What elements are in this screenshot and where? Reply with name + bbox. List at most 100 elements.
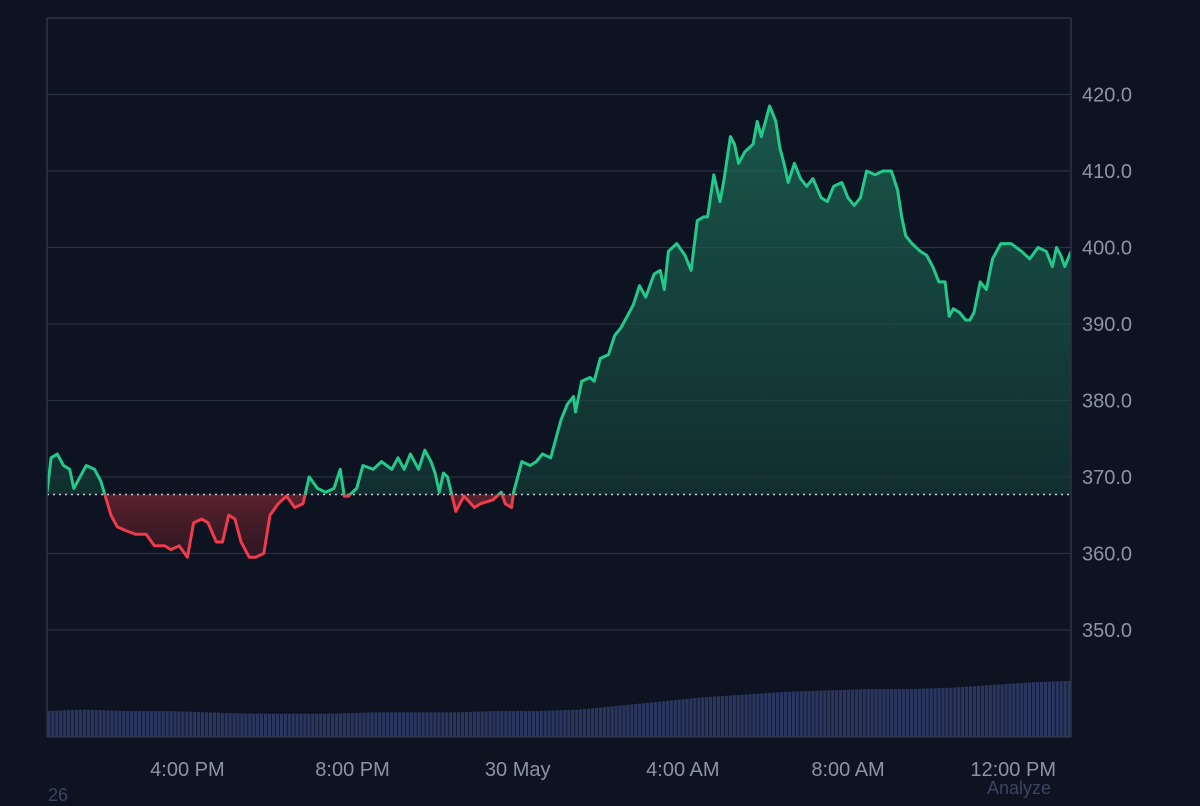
volume-bar <box>693 698 697 737</box>
analyze-link[interactable]: Analyze <box>987 778 1052 798</box>
volume-bar <box>161 710 165 737</box>
volume-bar <box>216 712 220 737</box>
volume-bar <box>334 713 339 737</box>
volume-bar <box>992 684 996 737</box>
volume-bar <box>449 712 453 737</box>
volume-bar <box>823 690 827 737</box>
volume-bar <box>598 707 602 737</box>
volume-bar <box>1000 684 1004 737</box>
volume-bar <box>610 706 614 737</box>
price-areas <box>47 106 1071 558</box>
volume-bar <box>886 689 890 737</box>
volume-bar <box>709 696 713 737</box>
volume-bar <box>921 688 925 737</box>
volume-bar <box>854 689 858 737</box>
volume-bar <box>244 713 248 737</box>
x-tick-label: 8:00 AM <box>811 759 884 781</box>
volume-bar <box>898 689 902 737</box>
volume-bar <box>1055 681 1059 737</box>
volume-bar <box>819 690 823 737</box>
volume-bar <box>263 713 268 737</box>
volume-bar <box>236 713 240 737</box>
volume-bar <box>429 712 433 737</box>
volume-bar <box>925 688 929 737</box>
volume-bar <box>980 685 984 737</box>
volume-bar <box>957 687 961 737</box>
volume-bar <box>390 712 394 737</box>
volume-bar <box>299 713 303 737</box>
volume-bar <box>260 713 264 737</box>
volume-bar <box>563 710 567 737</box>
volume-bar <box>94 710 98 737</box>
volume-bar <box>1063 681 1067 737</box>
volume-bar <box>681 699 685 737</box>
volume-bar <box>327 713 331 737</box>
volume-bar <box>894 689 898 737</box>
volume-bar <box>437 712 441 737</box>
volume-bar <box>618 705 622 737</box>
volume-bar <box>441 712 445 737</box>
volume-bar <box>362 712 366 737</box>
volume-bar <box>984 685 988 737</box>
volume-bar <box>307 713 311 737</box>
footer-left-text: 26 <box>48 785 69 805</box>
volume-bar <box>646 702 650 737</box>
volume-bar <box>126 710 130 737</box>
volume-bar <box>941 687 945 737</box>
volume-bar <box>882 689 886 737</box>
volume-bar <box>846 689 851 737</box>
y-tick-label: 410.0 <box>1082 161 1132 183</box>
volume-bar <box>902 689 906 737</box>
volume-bar <box>252 713 256 737</box>
volume-bar <box>110 710 114 737</box>
volume-bar <box>98 710 102 737</box>
volume-bar <box>779 692 784 737</box>
volume-bar <box>421 712 425 737</box>
volume-bar <box>240 713 244 737</box>
volume-bar <box>118 710 122 737</box>
volume-bar <box>606 706 610 737</box>
volume-bar <box>555 710 559 737</box>
volume-bar <box>783 691 788 737</box>
volume-bar <box>1016 683 1020 737</box>
volume-bar <box>256 713 260 737</box>
volume-bar <box>224 712 228 737</box>
volume-bar <box>579 709 583 737</box>
y-tick-label: 360.0 <box>1082 543 1132 565</box>
volume-bar <box>492 711 496 737</box>
volume-bar <box>1039 681 1044 737</box>
volume-bar <box>248 713 252 737</box>
y-tick-label: 370.0 <box>1082 467 1132 489</box>
price-lines <box>47 104 1071 559</box>
volume-bar <box>996 684 1000 737</box>
volume-bar <box>732 695 736 737</box>
volume-bar <box>874 689 878 737</box>
volume-bar <box>1028 682 1032 737</box>
y-tick-label: 390.0 <box>1082 314 1132 336</box>
volume-bar <box>145 710 150 737</box>
volume-bar <box>516 710 520 737</box>
volume-bar <box>425 712 429 737</box>
volume-bar <box>614 705 618 737</box>
volume-bar <box>303 713 307 737</box>
volume-bar <box>831 690 835 737</box>
volume-bar <box>657 701 662 737</box>
volume-bar <box>232 713 236 737</box>
volume-bar <box>775 692 780 737</box>
volume-bar <box>350 713 354 737</box>
volume-bar <box>476 711 480 737</box>
volume-bar <box>74 709 79 737</box>
volume-bar <box>811 690 815 737</box>
volume-bar <box>827 690 831 737</box>
volume-bar <box>913 688 918 737</box>
volume-bar <box>626 704 630 737</box>
x-tick-label: 4:00 PM <box>150 759 224 781</box>
volume-bar <box>878 689 882 737</box>
volume-bar <box>185 711 189 737</box>
volume-bar <box>744 694 748 737</box>
volume-bar <box>189 711 193 737</box>
volume-bar <box>165 710 169 737</box>
volume-bar <box>547 710 551 737</box>
